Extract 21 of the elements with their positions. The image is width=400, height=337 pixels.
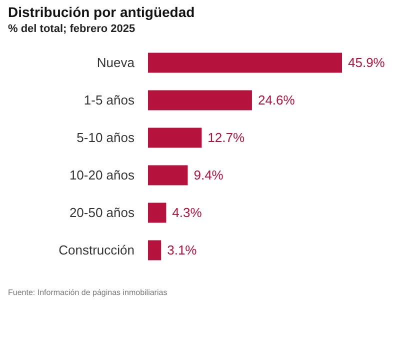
bar: [148, 202, 166, 223]
bar: [148, 52, 342, 73]
source-note: Fuente: Información de páginas inmobiliarias: [8, 288, 168, 297]
data-label: 24.6%: [258, 92, 296, 108]
chart-title: Distribución por antigüedad: [8, 4, 195, 20]
data-label: 45.9%: [348, 54, 386, 70]
data-label: 3.1%: [167, 242, 198, 258]
y-tick-label: Construcción: [58, 242, 134, 258]
y-tick-label: 5-10 años: [76, 130, 135, 145]
y-tick-label: 20-50 años: [69, 204, 135, 220]
bar: [148, 165, 188, 186]
data-label: 12.7%: [208, 130, 245, 145]
data-label: 4.3%: [172, 204, 202, 220]
chart-subtitle: % del total; febrero 2025: [8, 23, 136, 35]
bar: [148, 240, 162, 260]
y-tick-label: Nueva: [96, 54, 136, 70]
y-tick-label: 10-20 años: [69, 167, 135, 182]
bar: [148, 128, 202, 148]
bar: [148, 90, 252, 110]
y-tick-label: 1-5 años: [84, 92, 135, 108]
data-label: 9.4%: [194, 167, 224, 182]
